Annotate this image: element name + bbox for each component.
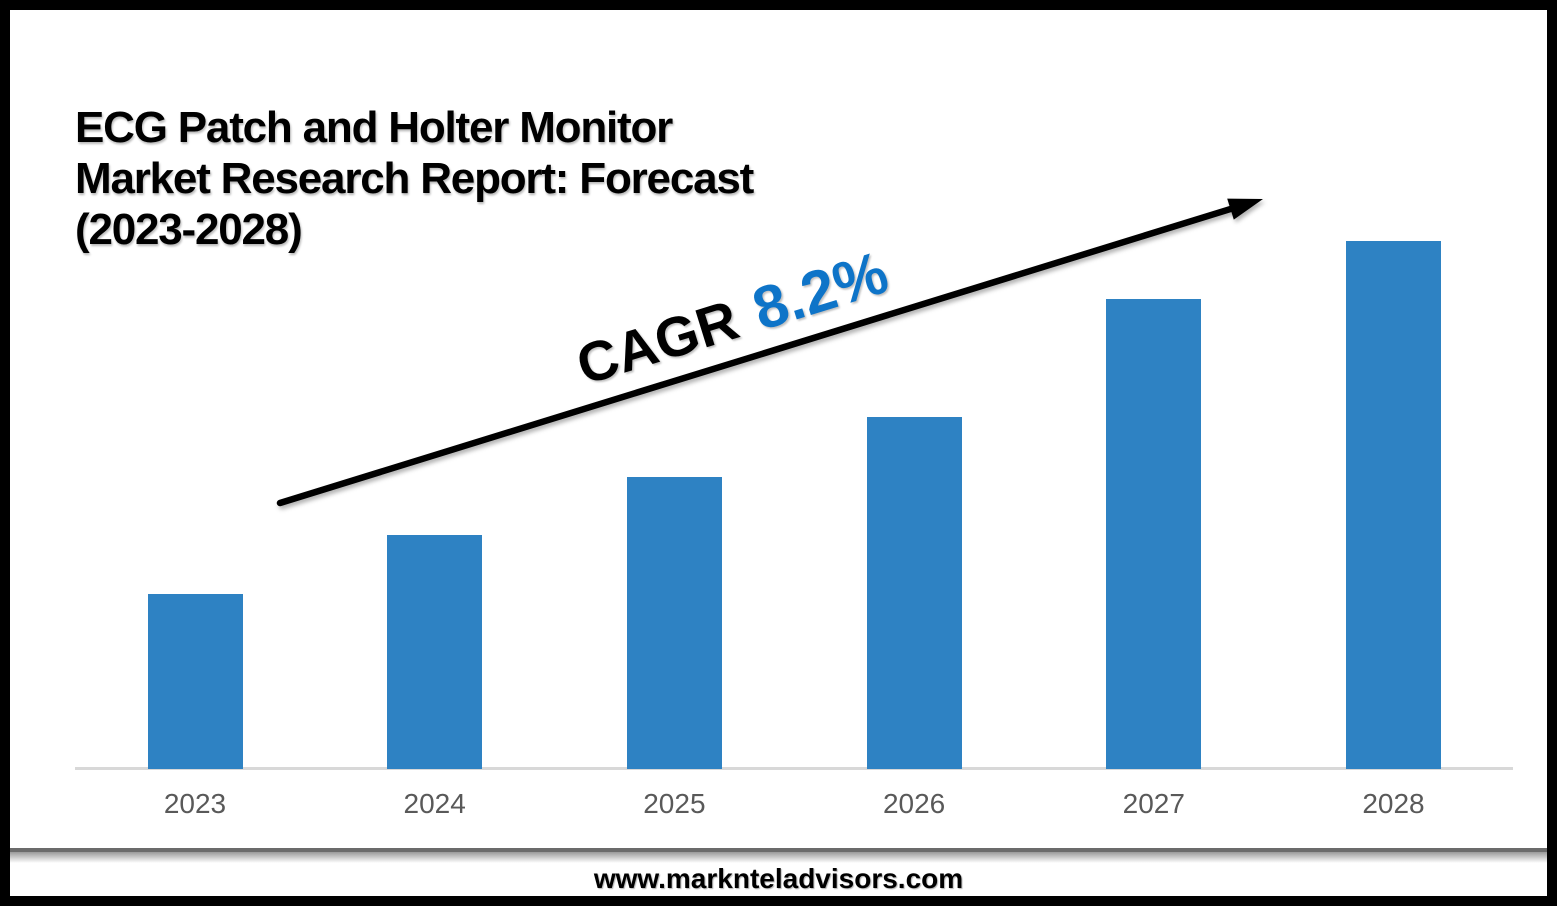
chart-title-line-2: Market Research Report: Forecast	[75, 154, 754, 203]
plot-area: 2023 2024 2025 2026 2027 2028	[10, 10, 1547, 896]
x-axis-line	[75, 767, 1513, 770]
bar-2026	[866, 417, 962, 769]
bar-2023	[147, 594, 243, 769]
x-tick-label-2026: 2026	[882, 788, 946, 819]
bar-2024	[387, 535, 483, 769]
x-tick-label-2027: 2027	[1122, 788, 1185, 819]
x-tick-label-2024: 2024	[403, 788, 466, 819]
bar-2027	[1106, 299, 1202, 769]
x-tick-label-2023: 2023	[163, 788, 227, 819]
chart-title-line-1: ECG Patch and Holter Monitor	[75, 103, 673, 152]
x-tick-label-2028: 2028	[1362, 788, 1425, 819]
x-tick-label-2025: 2025	[643, 788, 706, 819]
chart-title: ECG Patch and Holter Monitor Market Rese…	[75, 102, 835, 255]
footer-url: www.marknteladvisors.com	[593, 863, 964, 894]
bar-2025	[626, 477, 722, 769]
footer-divider	[10, 848, 1547, 863]
bar-2028	[1346, 241, 1441, 769]
chart-title-line-3: (2023-2028)	[75, 205, 303, 254]
